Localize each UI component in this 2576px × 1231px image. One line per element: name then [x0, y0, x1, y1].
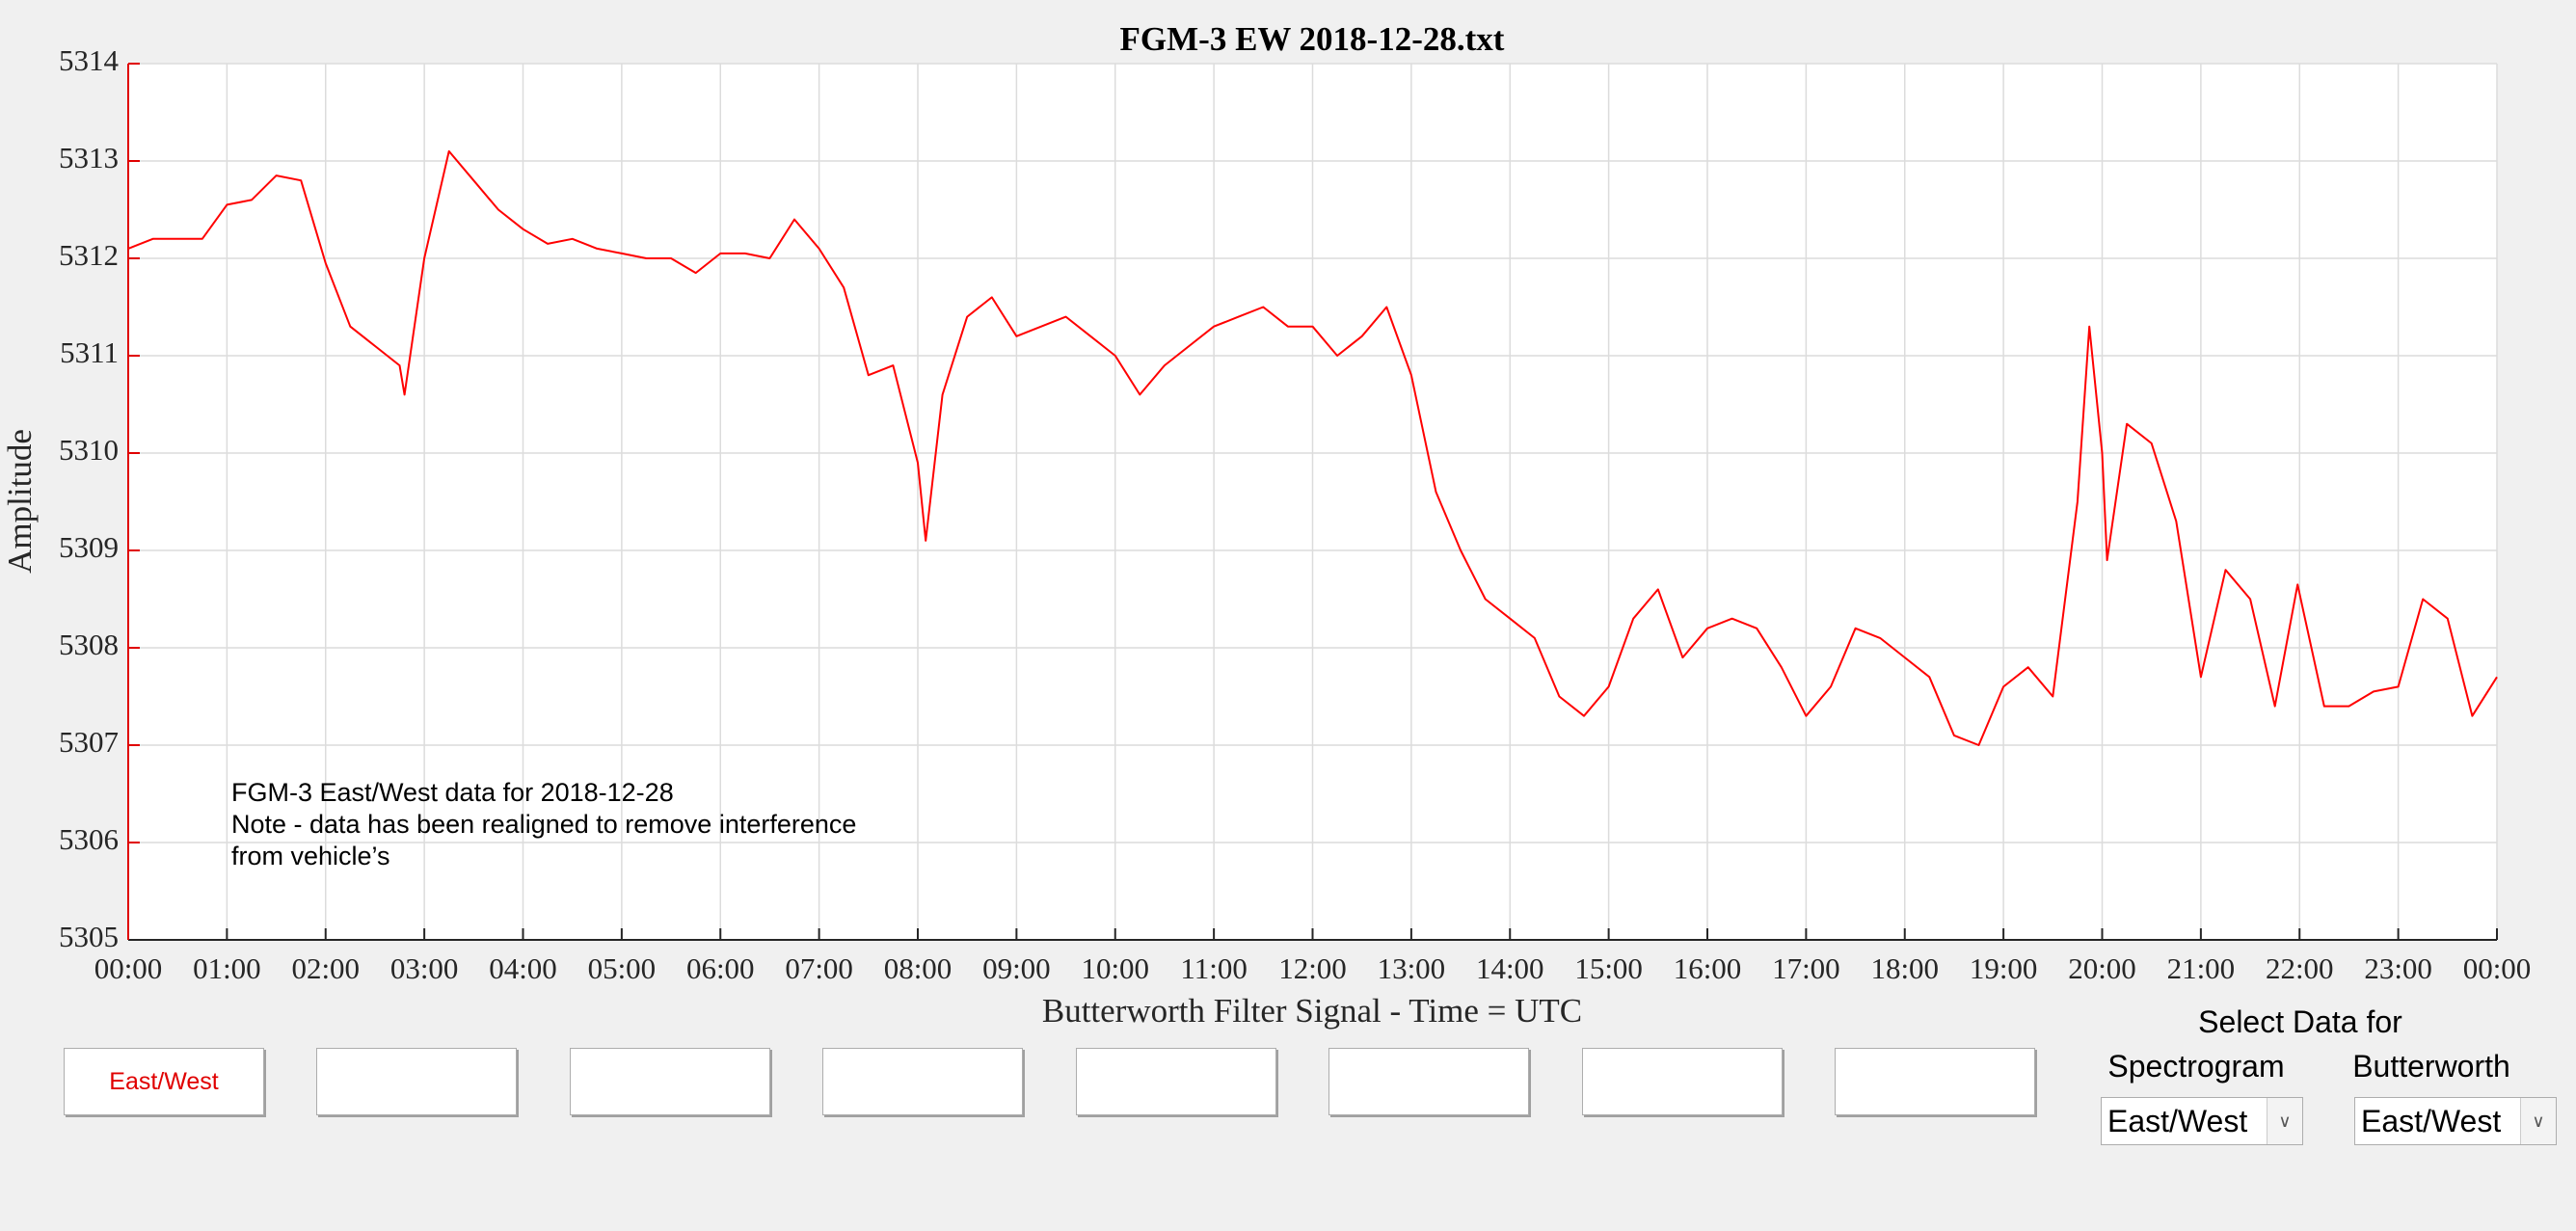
data-line: [127, 149, 2498, 746]
x-tick-label: 03:00: [390, 951, 459, 985]
x-tick-label: 02:00: [291, 951, 360, 985]
x-tick-label: 05:00: [588, 951, 657, 985]
channel-button[interactable]: [1582, 1048, 1783, 1115]
y-tick-label: 5306: [59, 822, 119, 856]
channel-button[interactable]: [1076, 1048, 1276, 1115]
x-tick-label: 06:00: [686, 951, 755, 985]
x-tick-label: 08:00: [884, 951, 953, 985]
x-tick-label: 07:00: [785, 951, 853, 985]
x-tick-label: 21:00: [2167, 951, 2236, 985]
channel-button[interactable]: [570, 1048, 770, 1115]
annotation-line: Note - data has been realigned to remove…: [231, 810, 856, 839]
x-tick-label: 00:00: [94, 951, 163, 985]
y-tick-label: 5313: [59, 141, 119, 174]
x-tick-label: 13:00: [1378, 951, 1446, 985]
y-tick-label: 5308: [59, 628, 119, 661]
x-tick-label: 09:00: [982, 951, 1051, 985]
x-tick-label: 12:00: [1278, 951, 1347, 985]
y-tick-label: 5307: [59, 725, 119, 759]
y-tick-label: 5312: [59, 238, 119, 272]
annotation-line: FGM-3 East/West data for 2018-12-28: [231, 778, 674, 807]
dropdown-value: East/West: [2107, 1103, 2248, 1138]
x-tick-label: 17:00: [1772, 951, 1840, 985]
y-tick-label: 5314: [59, 43, 120, 77]
x-tick-label: 22:00: [2266, 951, 2334, 985]
dropdown-arrow[interactable]: ∨: [2267, 1098, 2302, 1144]
x-tick-label: 19:00: [1970, 951, 2038, 985]
spectrogram-label: Spectrogram: [2107, 1049, 2285, 1084]
y-tick-label: 5305: [59, 920, 119, 953]
x-tick-label: 10:00: [1081, 951, 1149, 985]
x-tick-label: 11:00: [1180, 951, 1247, 985]
select-label: Select Data for: [2198, 1004, 2402, 1039]
x-tick-label: 04:00: [489, 951, 557, 985]
channel-button[interactable]: [1835, 1048, 2035, 1115]
channel-button[interactable]: [1328, 1048, 1529, 1115]
x-tick-label: 14:00: [1476, 951, 1544, 985]
y-axis-label: Amplitude: [1, 429, 39, 574]
x-tick-label: 01:00: [193, 951, 261, 985]
annotation-line: from vehicle’s: [231, 842, 390, 870]
y-tick-label: 5309: [59, 530, 119, 564]
x-tick-label: 23:00: [2364, 951, 2432, 985]
dropdown-arrow[interactable]: ∨: [2520, 1098, 2556, 1144]
y-tick-label: 5311: [60, 335, 119, 369]
chart-title: FGM-3 EW 2018-12-28.txt: [1120, 20, 1505, 58]
spectrogram-dropdown[interactable]: East/West ∨: [2101, 1097, 2303, 1145]
channel-button[interactable]: East/West: [64, 1048, 264, 1115]
x-tick-label: 00:00: [2463, 951, 2532, 985]
butterworth-dropdown[interactable]: East/West ∨: [2354, 1097, 2557, 1145]
x-tick-label: 18:00: [1870, 951, 1939, 985]
y-tick-label: 5310: [59, 433, 119, 467]
x-tick-label: 20:00: [2068, 951, 2136, 985]
x-tick-label: 16:00: [1674, 951, 1742, 985]
x-tick-label: 15:00: [1574, 951, 1643, 985]
dropdown-value: East/West: [2361, 1103, 2502, 1138]
channel-button[interactable]: [822, 1048, 1023, 1115]
channel-button[interactable]: [316, 1048, 517, 1115]
butterworth-label: Butterworth: [2352, 1049, 2510, 1084]
x-axis-label: Butterworth Filter Signal - Time = UTC: [1042, 992, 1582, 1030]
